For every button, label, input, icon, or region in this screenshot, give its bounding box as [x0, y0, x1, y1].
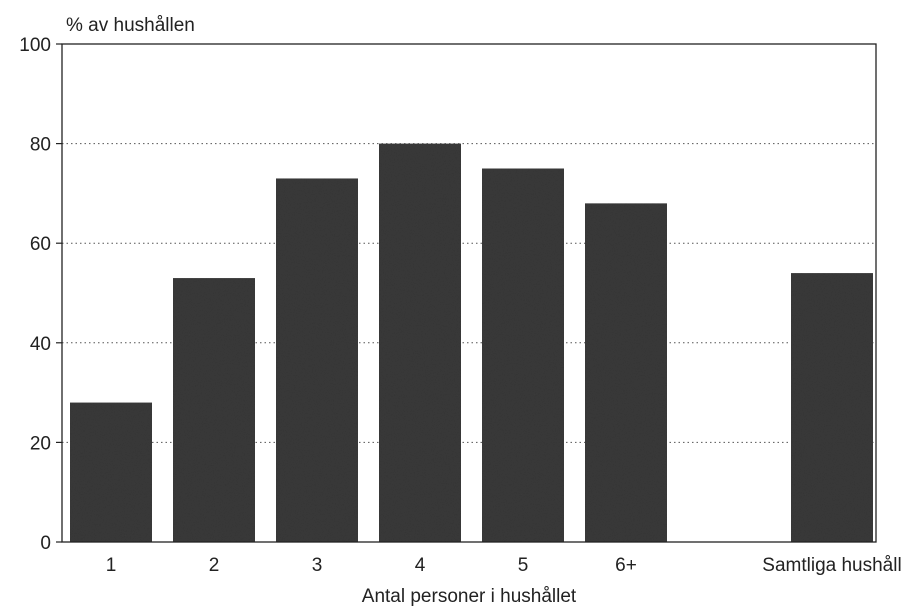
x-axis-title: Antal personer i hushållet [362, 586, 577, 607]
bar [379, 143, 461, 542]
bar [276, 178, 358, 542]
y-axis-ticks: 0 20 40 60 80 100 [19, 35, 62, 554]
y-tick-label: 40 [30, 334, 51, 355]
y-axis-title: % av hushållen [66, 15, 195, 36]
bar [173, 278, 255, 542]
x-tick-label: 4 [415, 555, 426, 576]
x-tick-label: 2 [209, 555, 220, 576]
y-tick-label: 20 [30, 433, 51, 454]
bar [585, 203, 667, 543]
plot-frame [61, 43, 877, 543]
x-tick-label: 1 [106, 555, 117, 576]
x-axis-ticks: 1 2 3 4 5 6+ Samtliga hushåll [106, 555, 902, 576]
x-tick-label: Samtliga hushåll [762, 555, 901, 576]
bar [70, 402, 152, 542]
y-tick-label: 80 [30, 135, 51, 156]
bars [70, 143, 873, 543]
x-tick-label: 5 [518, 555, 529, 576]
x-tick-label: 3 [312, 555, 323, 576]
y-tick-label: 0 [40, 533, 51, 554]
bar [482, 168, 564, 542]
y-tick-label: 60 [30, 234, 51, 255]
bar [791, 273, 873, 542]
y-tick-label: 100 [19, 35, 51, 56]
x-tick-label: 6+ [615, 555, 637, 576]
